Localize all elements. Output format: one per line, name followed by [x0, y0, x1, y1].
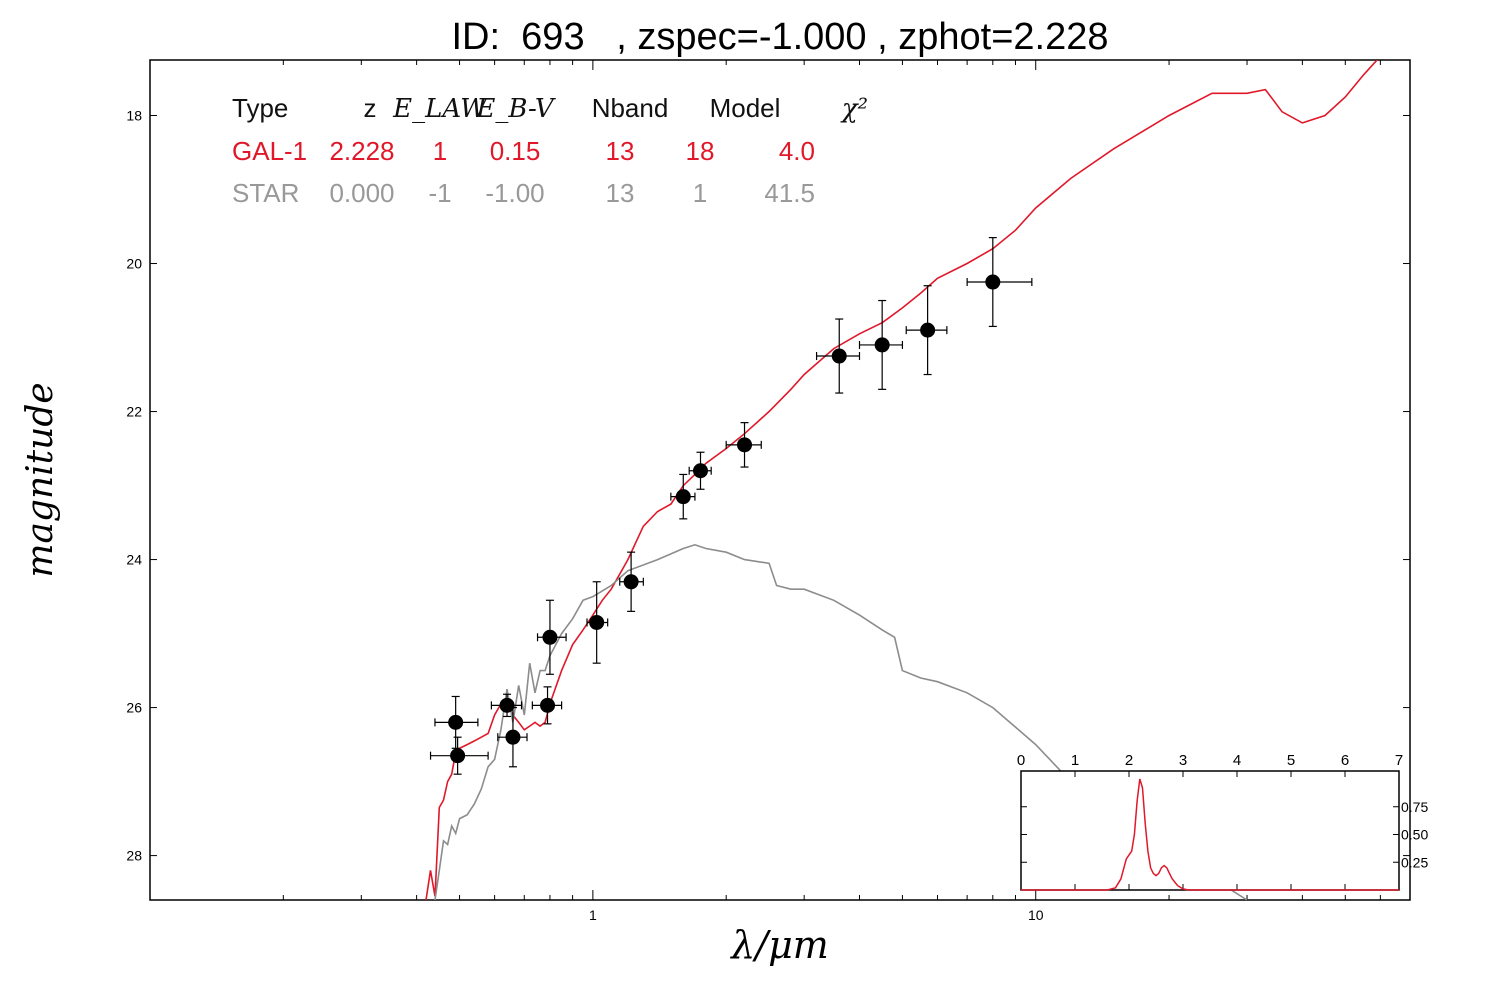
- inset-x-tick-label: 4: [1233, 752, 1241, 769]
- data-marker: [623, 574, 639, 590]
- data-marker: [542, 629, 558, 645]
- y-tick-label: 24: [126, 552, 142, 568]
- data-point: [905, 285, 948, 376]
- inset-frame: [1020, 770, 1400, 891]
- legend-header: E_LAW: [392, 94, 489, 124]
- data-point: [536, 599, 567, 675]
- data-point: [434, 695, 479, 749]
- legend-cell: 13: [606, 136, 635, 166]
- legend-header: Nband: [592, 93, 669, 123]
- data-point: [858, 299, 904, 390]
- data-marker: [737, 437, 753, 453]
- x-tick-label: 1: [589, 907, 597, 923]
- data-point: [966, 237, 1033, 328]
- photometry-points: [429, 237, 1033, 775]
- data-marker: [920, 322, 936, 338]
- data-point: [586, 581, 609, 664]
- data-marker: [675, 489, 691, 505]
- legend-header: z: [364, 93, 377, 123]
- pdz-inset: 0 1 2 3 4 5 6 7 0.25 0.50 0.75: [1017, 752, 1428, 891]
- y-tick-label: 26: [126, 700, 142, 716]
- y-tick-label: 20: [126, 256, 142, 272]
- data-marker: [450, 748, 466, 764]
- legend-cell: 0.000: [329, 178, 394, 208]
- data-point: [490, 693, 523, 718]
- legend-header: E_B-V: [475, 94, 555, 124]
- data-point: [619, 551, 644, 612]
- data-point: [688, 451, 712, 490]
- x-axis-label: λ/μm: [729, 923, 829, 967]
- legend-cell: 4.0: [779, 136, 815, 166]
- legend-header: χ²: [840, 94, 868, 124]
- chart-title: ID: 693 , zspec=-1.000 , zphot=2.228: [451, 16, 1109, 58]
- data-point: [429, 736, 489, 775]
- model-curves: [425, 60, 1379, 900]
- inset-x-tick-label: 5: [1287, 752, 1295, 769]
- inset-y-tick-label: 0.75: [1401, 799, 1428, 815]
- data-point: [725, 422, 762, 468]
- y-tick-label: 18: [126, 108, 142, 124]
- data-marker: [540, 697, 556, 713]
- legend-cell: -1: [428, 178, 451, 208]
- data-marker: [505, 729, 521, 745]
- x-tick-label: 10: [1028, 907, 1044, 923]
- legend-cell: 13: [606, 178, 635, 208]
- data-point: [497, 706, 528, 768]
- legend-header: Model: [710, 93, 781, 123]
- legend-cell: 0.15: [490, 136, 541, 166]
- inset-x-tick-label: 6: [1341, 752, 1349, 769]
- data-point: [815, 318, 861, 394]
- legend-header: Type: [232, 93, 288, 123]
- inset-x-tick-label: 1: [1071, 752, 1079, 769]
- data-marker: [693, 463, 709, 479]
- inset-x-tick-label: 3: [1179, 752, 1187, 769]
- legend-cell: GAL-1: [232, 136, 307, 166]
- plot-frame: [149, 59, 1411, 901]
- data-marker: [874, 337, 890, 353]
- y-axis-label: magnitude: [20, 382, 61, 577]
- galaxy-model-line: [425, 60, 1379, 900]
- inset-x-tick-label: 0: [1017, 752, 1025, 769]
- inset-x-tick-label: 7: [1395, 752, 1403, 769]
- legend-cell: 1: [693, 178, 707, 208]
- data-marker: [589, 614, 605, 630]
- legend-cell: 41.5: [764, 178, 815, 208]
- data-marker: [985, 274, 1001, 290]
- y-tick-label: 28: [126, 848, 142, 864]
- data-marker: [448, 714, 464, 730]
- legend-cell: STAR: [232, 178, 299, 208]
- data-point: [670, 473, 696, 520]
- data-point: [531, 686, 563, 725]
- inset-y-tick-label: 0.50: [1401, 827, 1428, 843]
- legend-cell: 2.228: [329, 136, 394, 166]
- data-marker: [831, 348, 847, 364]
- star-model-line: [434, 543, 1248, 900]
- legend-cell: 18: [686, 136, 715, 166]
- y-tick-label: 22: [126, 404, 142, 420]
- pdz-line: [1021, 778, 1399, 891]
- legend-cell: 1: [433, 136, 447, 166]
- data-marker: [499, 697, 515, 713]
- inset-y-tick-label: 0.25: [1401, 854, 1428, 870]
- inset-x-tick-label: 2: [1125, 752, 1133, 769]
- legend-cell: -1.00: [485, 178, 544, 208]
